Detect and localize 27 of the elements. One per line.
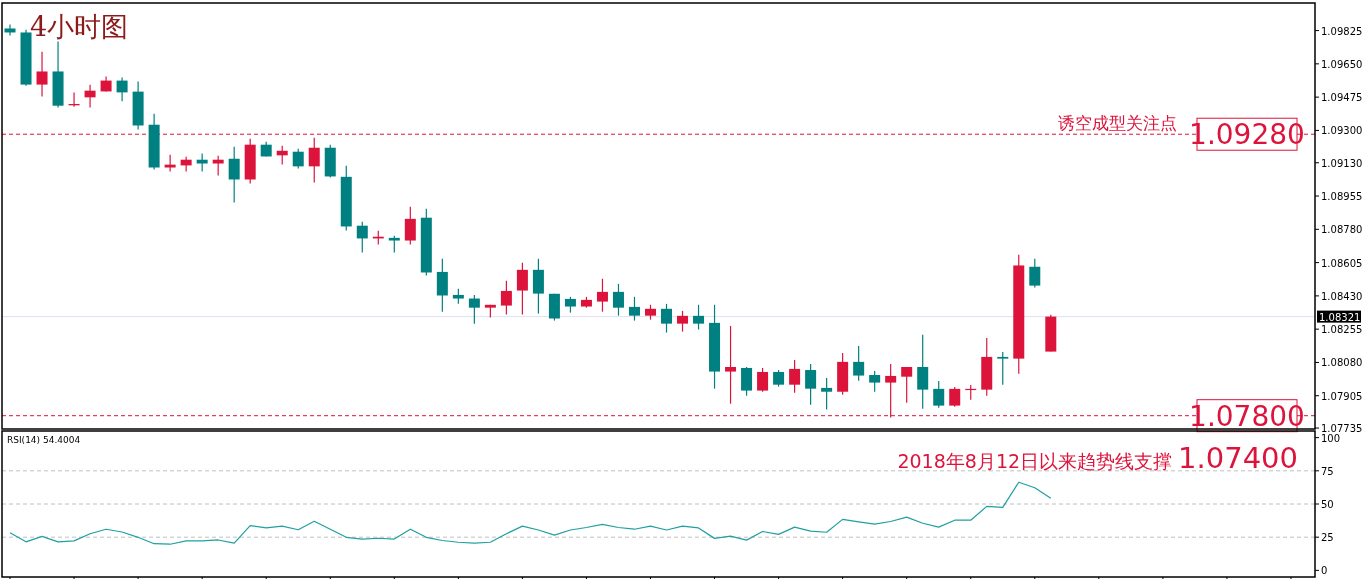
ref-line-label: 1.09280	[1189, 118, 1305, 152]
y-tick-label: 1.09300	[1321, 125, 1363, 137]
chart-title: 4小时图	[30, 11, 129, 42]
y-tick-label: 0	[1321, 565, 1328, 577]
y-tick-label: 1.09825	[1321, 25, 1363, 37]
y-tick-label: 50	[1321, 499, 1334, 510]
annotation: 1.07400	[1178, 441, 1298, 475]
y-tick-label: 1.08430	[1321, 290, 1363, 302]
y-tick-label: 1.09650	[1321, 58, 1363, 70]
ref-line-label: 1.08321	[1319, 311, 1361, 323]
annotation: 2018年8月12日以来趋势线支撑	[897, 450, 1173, 472]
y-tick-label: 1.09475	[1321, 92, 1363, 104]
line-series	[9, 481, 1052, 545]
chart-title: RSI(14) 54.4004	[7, 435, 81, 445]
y-tick-label: 1.07735	[1321, 423, 1363, 435]
y-tick-label: 100	[1321, 432, 1341, 444]
y-tick-label: 1.08080	[1321, 357, 1363, 369]
annotation: 诱空成型关注点	[1058, 113, 1177, 134]
y-tick-label: 1.08955	[1321, 191, 1363, 203]
y-tick-label: 1.07905	[1321, 390, 1363, 402]
y-tick-label: 75	[1321, 465, 1334, 477]
y-tick-label: 1.08255	[1321, 324, 1363, 336]
y-tick-label: 1.08780	[1321, 224, 1363, 236]
y-tick-label: 1.09130	[1321, 157, 1363, 169]
y-tick-label: 1.08605	[1321, 257, 1363, 269]
y-tick-label: 25	[1321, 532, 1334, 544]
ref-line-label: 1.07800	[1189, 399, 1305, 433]
